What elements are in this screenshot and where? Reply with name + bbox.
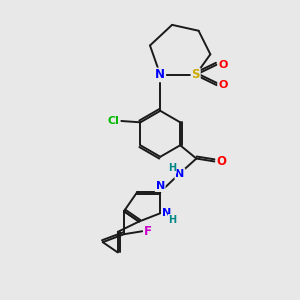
Text: H: H bbox=[168, 163, 176, 173]
Text: O: O bbox=[218, 80, 227, 90]
Text: O: O bbox=[216, 155, 226, 168]
Text: N: N bbox=[175, 169, 184, 179]
Text: N: N bbox=[155, 68, 165, 81]
Text: N: N bbox=[155, 181, 165, 191]
Text: H: H bbox=[169, 215, 177, 225]
Text: O: O bbox=[218, 60, 227, 70]
Text: Cl: Cl bbox=[108, 116, 120, 126]
Text: F: F bbox=[144, 225, 152, 238]
Text: N: N bbox=[162, 208, 171, 218]
Text: S: S bbox=[191, 68, 200, 81]
